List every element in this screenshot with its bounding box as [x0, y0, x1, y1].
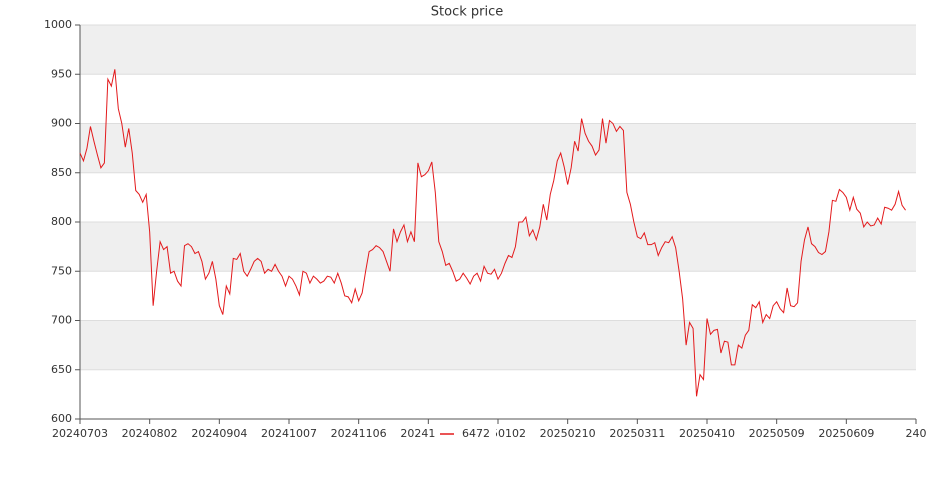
chart-title: Stock price [431, 5, 503, 20]
y-tick-label: 900 [51, 117, 72, 130]
y-tick-label: 650 [51, 363, 72, 376]
x-tick-label: 20240802 [122, 427, 178, 440]
y-tick-label: 600 [51, 412, 72, 425]
line [79, 69, 906, 397]
y-tick-label: 750 [51, 264, 72, 277]
legend-box [436, 426, 496, 442]
grid-band [80, 320, 916, 370]
x-tick-label: 20250210 [540, 427, 596, 440]
grid-band [80, 25, 916, 75]
x-tick-label: 20240703 [52, 427, 108, 440]
x-tick-label: 20240904 [191, 427, 247, 440]
y-tick-label: 700 [51, 314, 72, 327]
legend-label: 6472 [462, 427, 490, 440]
x-tick-label: 240 [906, 427, 927, 440]
x-tick-label: 20250609 [818, 427, 874, 440]
grid-band [80, 123, 916, 173]
y-tick-label: 950 [51, 67, 72, 80]
y-tick-label: 850 [51, 166, 72, 179]
x-tick-label: 20241007 [261, 427, 317, 440]
x-tick-label: 20241106 [331, 427, 387, 440]
grid-band [80, 222, 916, 272]
x-tick-label: 20250509 [749, 427, 805, 440]
x-tick-label: 20250410 [679, 427, 735, 440]
y-tick-label: 800 [51, 215, 72, 228]
y-tick-label: 1000 [44, 18, 72, 31]
x-tick-label: 20250311 [609, 427, 665, 440]
